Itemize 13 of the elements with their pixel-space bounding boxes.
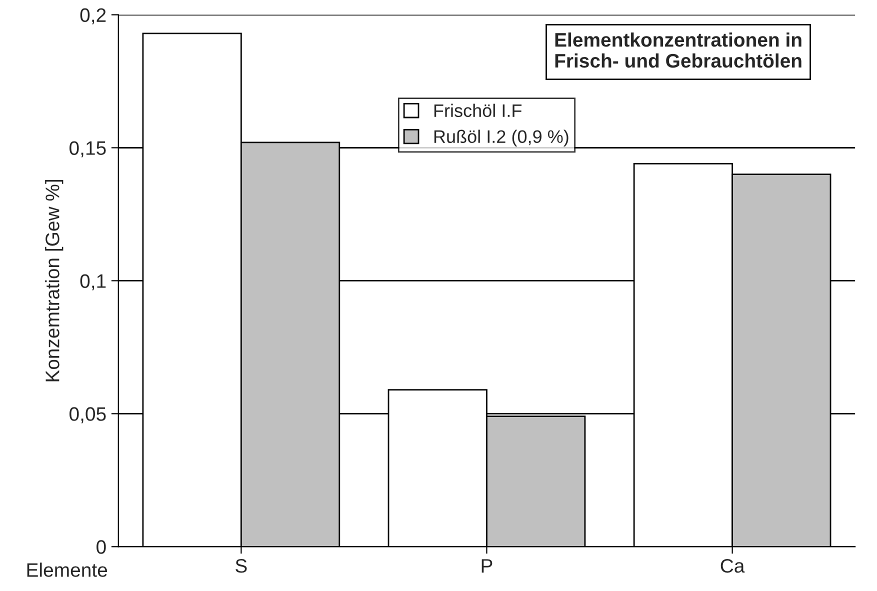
x-axis-title: Elemente bbox=[27, 562, 108, 577]
legend-label: Frischöl I.F bbox=[434, 104, 522, 118]
y-tick-label: 0,1 bbox=[80, 274, 106, 290]
y-tick-label: 0,05 bbox=[70, 407, 106, 424]
x-tick-label: S bbox=[236, 558, 247, 573]
y-tick-label: 0,2 bbox=[80, 8, 106, 24]
y-tick-label: 0,15 bbox=[70, 141, 106, 158]
legend-label: Rußöl I.2 (0,9 %) bbox=[434, 130, 568, 147]
x-tick-label: P bbox=[482, 559, 492, 573]
text: Elementkonzentrationen in Frisch- und Gebrauchtölen bbox=[555, 32, 802, 68]
y-axis-title: Konzemtration [Gew %] bbox=[45, 180, 64, 382]
y-tick-label: 0 bbox=[96, 540, 106, 554]
x-tick-label: Ca bbox=[720, 558, 745, 573]
